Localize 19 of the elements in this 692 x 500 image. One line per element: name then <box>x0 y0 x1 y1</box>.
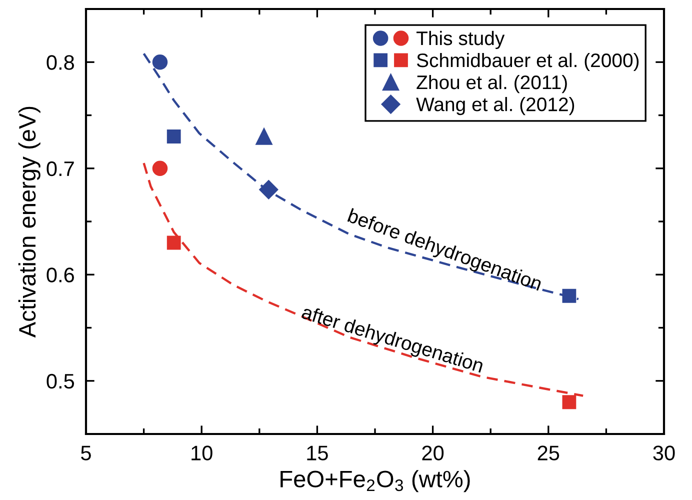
legend-label: Schmidbauer et al. (2000) <box>416 52 639 72</box>
x-axis-title: FeO+Fe$_{2}$O$_{3}$ (wt%) <box>280 470 470 492</box>
point <box>259 180 278 200</box>
x-tick-label: 5 <box>81 446 91 460</box>
point <box>256 128 272 145</box>
x-tick-label: 10 <box>192 446 212 460</box>
legend-label: This study <box>416 30 505 50</box>
x-tick-label: 30 <box>653 446 675 460</box>
legend-label: Zhou et al. (2011) <box>416 74 567 94</box>
line-series <box>142 52 580 300</box>
legend-label: Wang et al. (2012) <box>416 96 574 116</box>
y-tick-label: 0.7 <box>46 161 74 176</box>
y-tick-label: 0.8 <box>46 55 74 70</box>
y-tick-label: 0.6 <box>46 268 74 282</box>
x-tick-label: 25 <box>538 446 560 460</box>
x-tick-label: 15 <box>307 446 328 460</box>
x-tick-label: 20 <box>422 446 444 460</box>
y-axis-title: Activation energy (eV) <box>18 106 40 338</box>
y-tick-label: 0.5 <box>46 374 74 389</box>
